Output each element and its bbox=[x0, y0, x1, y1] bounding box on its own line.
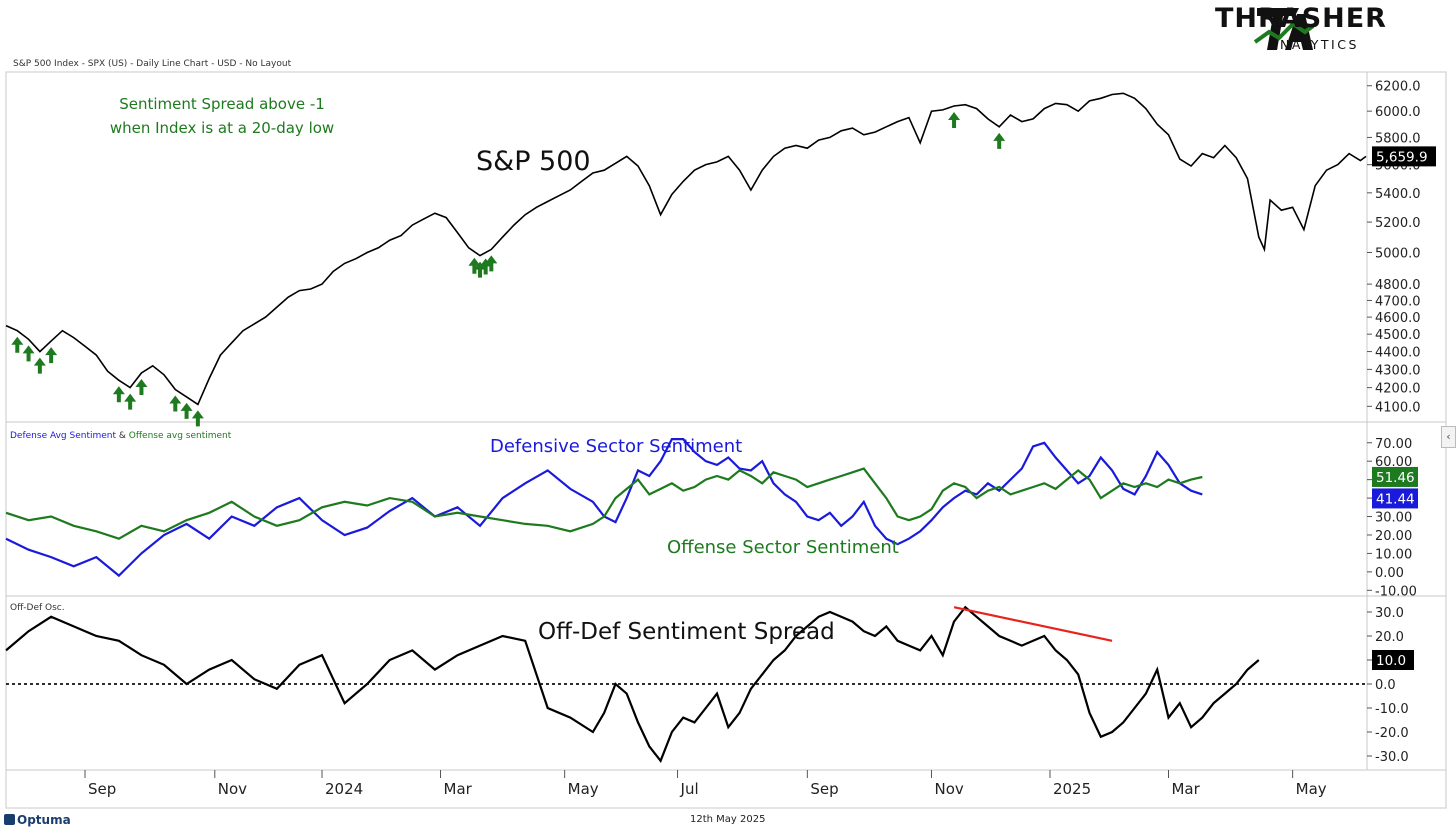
footer-date: 12th May 2025 bbox=[690, 814, 766, 825]
annotation-line-2: when Index is at a 20-day low bbox=[110, 119, 334, 137]
collapse-panel-button[interactable]: ‹ bbox=[1441, 426, 1456, 448]
up-arrow-icon bbox=[169, 395, 182, 412]
sentiment-tick-label: 30.00 bbox=[1375, 511, 1412, 526]
x-tick-label: May bbox=[568, 780, 599, 798]
osc-tick-label: 0.0 bbox=[1375, 678, 1396, 693]
optuma-label: Optuma bbox=[17, 813, 71, 827]
defense-sentiment-line bbox=[5, 438, 1203, 578]
sentiment-legend: Defense Avg Sentiment & Offense avg sent… bbox=[10, 431, 232, 441]
price-tick-label: 5400.0 bbox=[1375, 187, 1421, 202]
price-tick-label: 4600.0 bbox=[1375, 311, 1421, 326]
price-tick-label: 6000.0 bbox=[1375, 105, 1421, 120]
up-arrow-icon bbox=[948, 112, 961, 129]
offense-sentiment-line bbox=[5, 467, 1203, 540]
offense-last-value: 51.46 bbox=[1376, 470, 1415, 486]
sentiment-tick-label: -10.00 bbox=[1375, 584, 1417, 599]
price-tick-label: 4200.0 bbox=[1375, 382, 1421, 397]
x-tick-label: Nov bbox=[934, 780, 963, 798]
logo-mark-icon bbox=[1253, 8, 1315, 50]
defense-last-value-box bbox=[1372, 488, 1418, 509]
sentiment-tick-label: 0.00 bbox=[1375, 566, 1404, 581]
panel-frames bbox=[5, 71, 1447, 809]
logo-subtext: ANALYTICS bbox=[1269, 37, 1359, 52]
osc-tick-label: 30.0 bbox=[1375, 606, 1404, 621]
up-arrow-icon bbox=[22, 345, 35, 362]
price-panel-title: S&P 500 bbox=[476, 146, 591, 177]
price-last-value-box bbox=[1372, 146, 1436, 167]
osc-tick-label: 20.0 bbox=[1375, 630, 1404, 645]
sentiment-tick-label: 60.00 bbox=[1375, 455, 1412, 470]
price-tick-label: 4800.0 bbox=[1375, 278, 1421, 293]
up-arrow-icon bbox=[485, 255, 498, 272]
x-axis: Sep Nov 2024 Mar May Jul Sep Nov 2025 Mar May bbox=[84, 770, 1327, 798]
up-arrow-icon bbox=[45, 347, 58, 364]
up-arrow-icon bbox=[124, 393, 137, 410]
price-tick-label: 4700.0 bbox=[1375, 294, 1421, 309]
sentiment-tick-label: 10.00 bbox=[1375, 547, 1412, 562]
x-tick-label: Jul bbox=[680, 780, 699, 798]
price-tick-label: 6200.0 bbox=[1375, 80, 1421, 95]
price-tick-label: 4100.0 bbox=[1375, 400, 1421, 415]
logo-name: THRASHER bbox=[1215, 3, 1387, 34]
osc-tick-label: -30.0 bbox=[1375, 750, 1409, 765]
chart-header-title: S&P 500 Index - SPX (US) - Daily Line Ch… bbox=[13, 59, 292, 69]
osc-last-value: 10.0 bbox=[1376, 653, 1406, 669]
price-tick-label: 5800.0 bbox=[1375, 131, 1421, 146]
x-tick-label: Sep bbox=[88, 780, 116, 798]
up-arrow-icon bbox=[11, 336, 24, 353]
up-arrow-icon bbox=[180, 402, 193, 419]
price-tick-label: 4300.0 bbox=[1375, 363, 1421, 378]
osc-tick-label: -20.0 bbox=[1375, 726, 1409, 741]
spread-line bbox=[5, 605, 1260, 763]
offense-last-value-box bbox=[1372, 466, 1418, 487]
optuma-brand: Optuma bbox=[4, 813, 71, 827]
up-arrow-icon bbox=[112, 386, 125, 403]
up-arrow-icon bbox=[468, 257, 481, 274]
up-arrow-icon bbox=[33, 357, 46, 374]
osc-last-value-box bbox=[1372, 650, 1414, 670]
x-tick-label: 2024 bbox=[325, 780, 363, 798]
up-arrow-icon bbox=[191, 410, 204, 427]
price-tick-label: 4500.0 bbox=[1375, 328, 1421, 343]
optuma-logo-icon bbox=[4, 814, 15, 825]
up-arrow-icon bbox=[993, 132, 1006, 149]
price-tick-label: 5200.0 bbox=[1375, 216, 1421, 231]
price-tick-label: 4400.0 bbox=[1375, 346, 1421, 361]
x-tick-label: 2025 bbox=[1053, 780, 1091, 798]
price-tick-label: 5000.0 bbox=[1375, 246, 1421, 261]
osc-tick-label: -10.0 bbox=[1375, 702, 1409, 717]
x-tick-label: Mar bbox=[444, 780, 473, 798]
sentiment-tick-label: 20.00 bbox=[1375, 529, 1412, 544]
price-panel: 6200.06000.05800.05600.05400.05200.05000… bbox=[5, 80, 1436, 427]
oscillator-panel: 30.0 20.0 10.0 0.0 -10.0 -20.0 -30.0 Off-Def Os… bbox=[5, 603, 1414, 765]
x-tick-label: Mar bbox=[1171, 780, 1200, 798]
sentiment-panel: 70.0060.0050.0040.0030.0020.0010.000.00-… bbox=[5, 431, 1418, 599]
osc-panel-title: Off-Def Sentiment Spread bbox=[538, 619, 835, 645]
defensive-label: Defensive Sector Sentiment bbox=[490, 436, 742, 457]
osc-legend: Off-Def Osc. bbox=[10, 603, 65, 613]
x-tick-label: Nov bbox=[218, 780, 247, 798]
x-tick-label: May bbox=[1296, 780, 1327, 798]
price-line bbox=[5, 92, 1367, 406]
annotation-line-1: Sentiment Spread above -1 bbox=[119, 95, 325, 113]
up-arrow-icon bbox=[135, 379, 148, 396]
sentiment-tick-label: 70.00 bbox=[1375, 437, 1412, 452]
price-last-value: 5,659.9 bbox=[1376, 149, 1428, 165]
defense-last-value: 41.44 bbox=[1376, 491, 1415, 507]
x-tick-label: Sep bbox=[810, 780, 838, 798]
offense-label: Offense Sector Sentiment bbox=[667, 537, 899, 558]
divergence-line bbox=[953, 606, 1113, 642]
